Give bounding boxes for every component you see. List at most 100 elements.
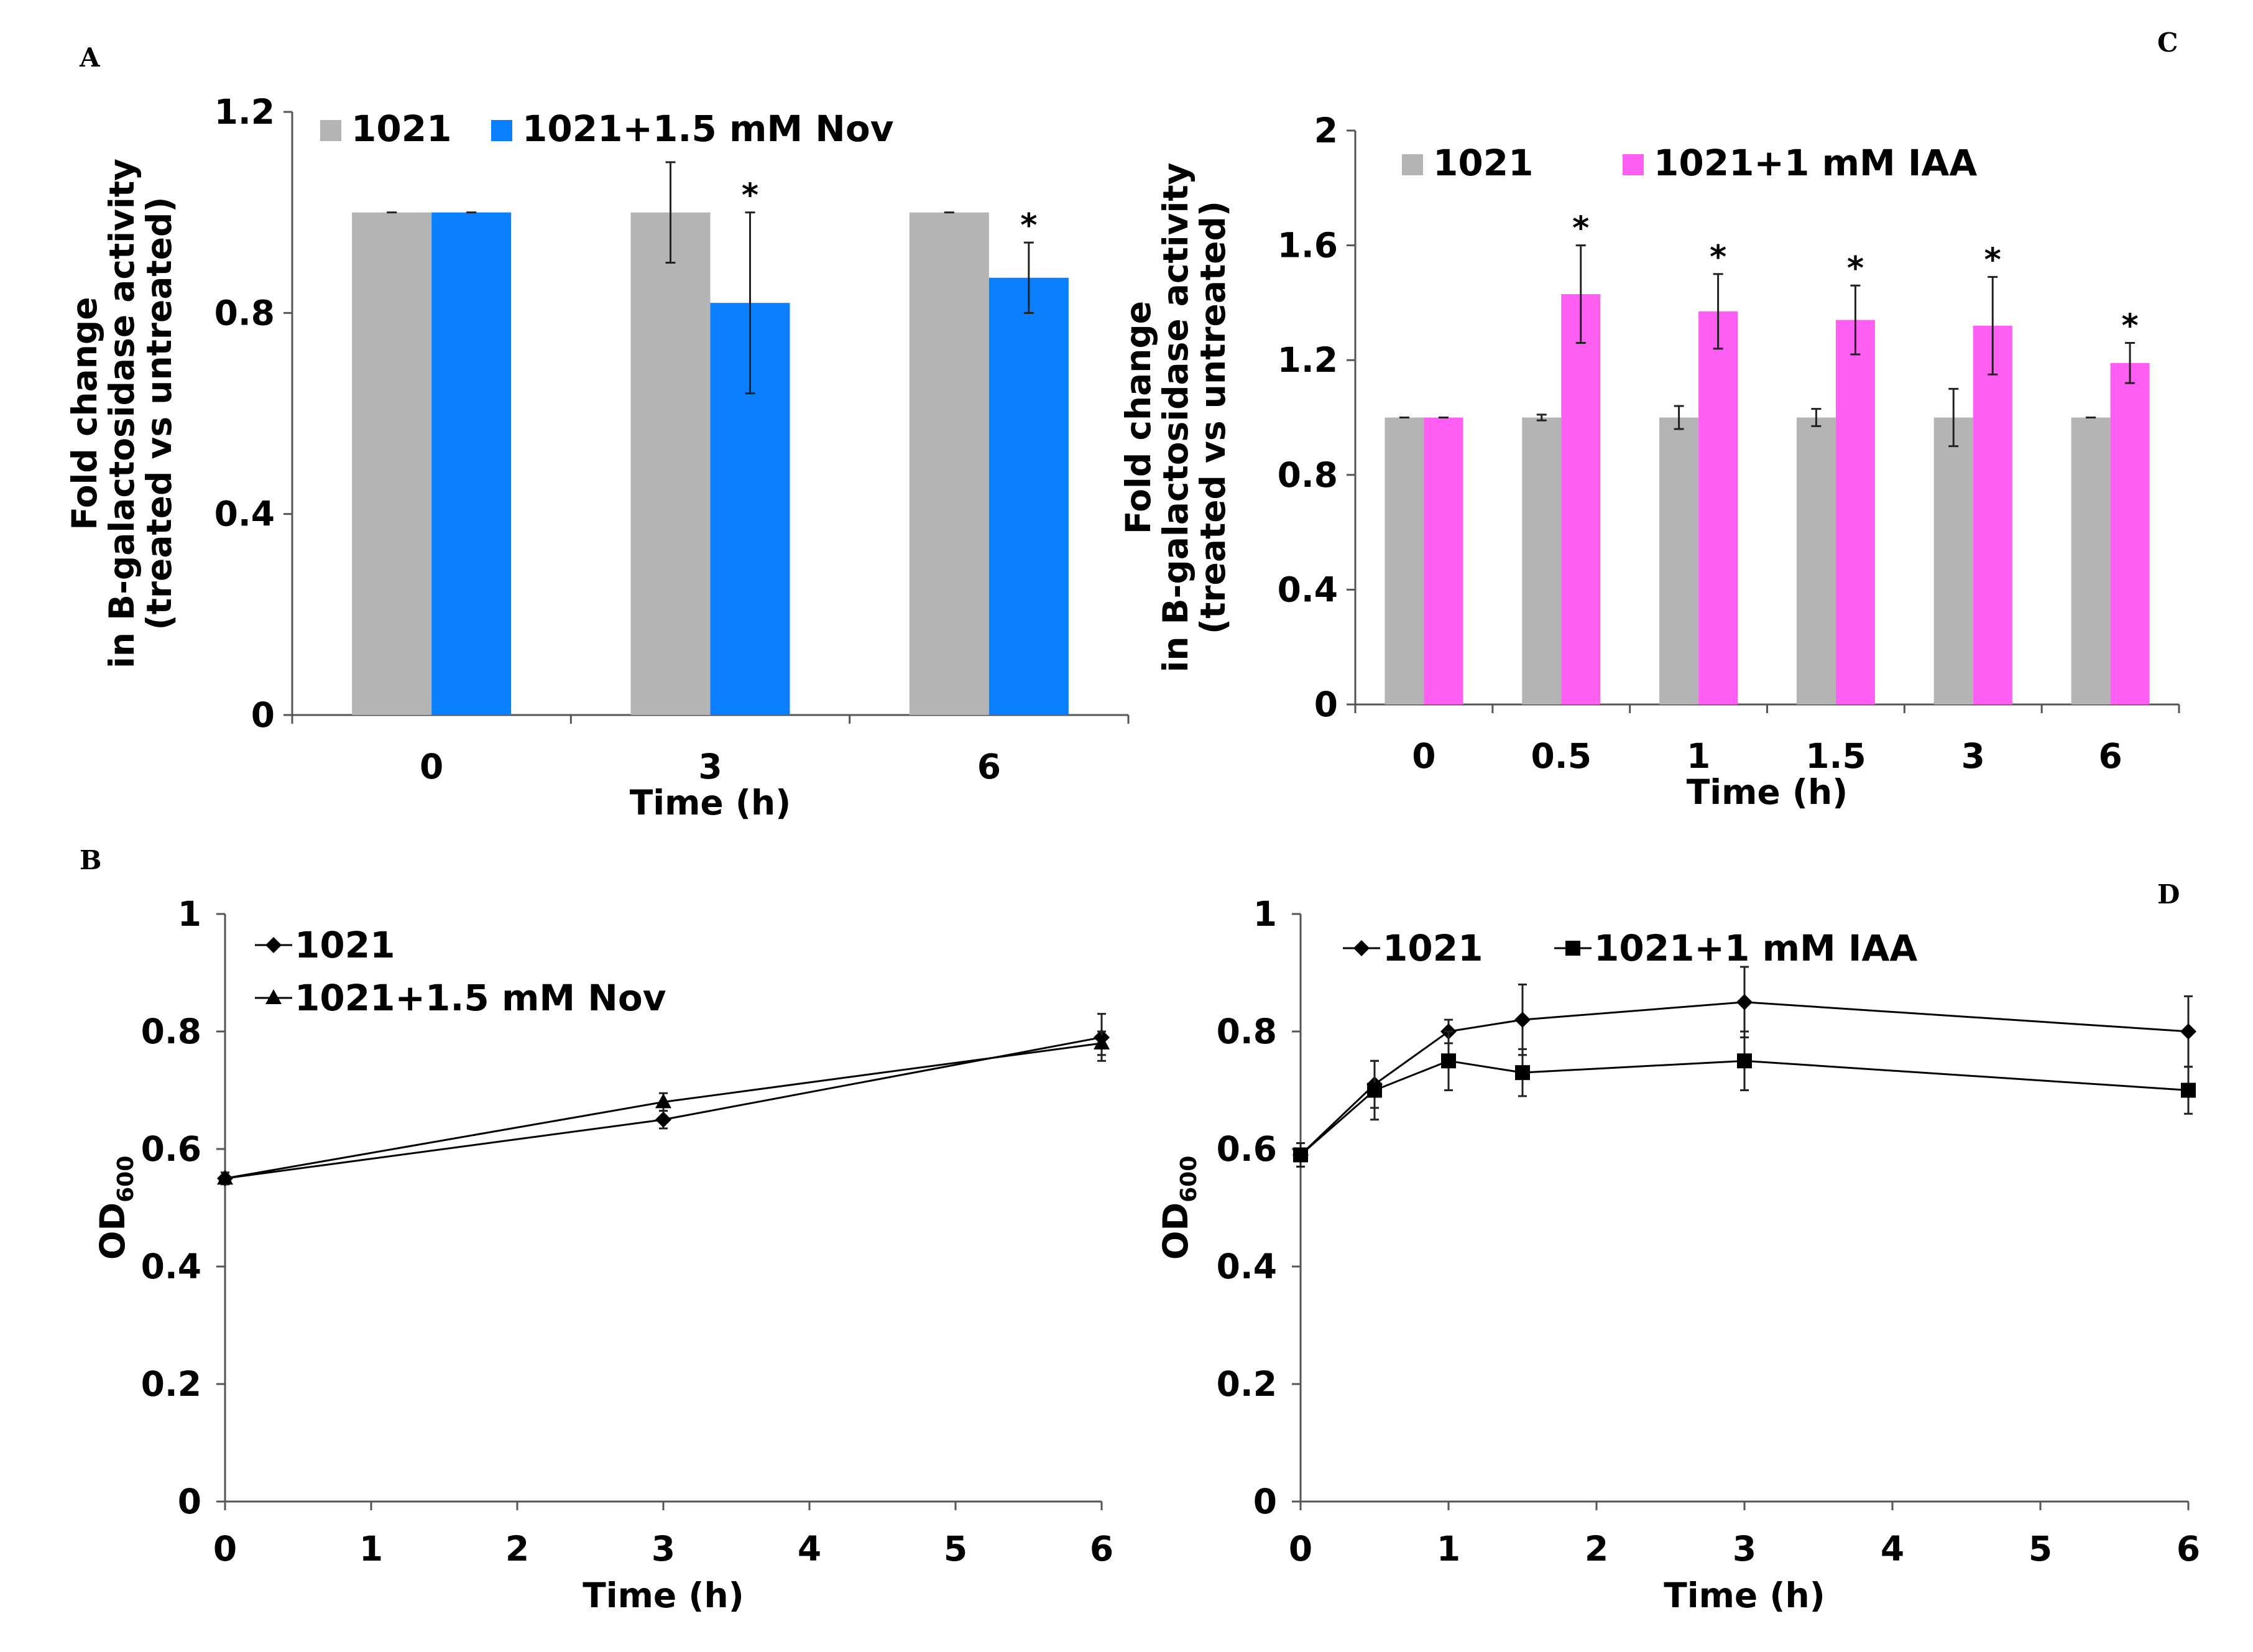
panel-d-data-point [1737,1053,1752,1069]
panel-c-ytick-label: 0.4 [1278,570,1338,609]
panel-a-ytick-label: 0.8 [214,293,275,333]
panel-c-bar [1385,417,1424,704]
panel-c-bar [1522,417,1562,704]
panel-b-xtick-label: 1 [359,1529,383,1569]
panel-c-xtick-label: 1.5 [1805,736,1866,776]
panel-c-ytick-label: 0 [1314,685,1338,724]
panel-d-legend-marker [1353,940,1370,956]
panel-c-significance-star: * [1710,239,1726,276]
panel-d-data-point [1441,1053,1456,1069]
panel-b-ylabel-main: OD [93,1202,132,1260]
panel-b-ytick-label: 0.6 [141,1129,201,1169]
panel-d-xtick-label: 6 [2177,1529,2200,1569]
panel-d-data-point [2181,1082,2196,1098]
panel-b-ytick-label: 0 [178,1482,201,1521]
panel-d: D 0 0.2 0.4 0.6 0.8 1 0 1 2 3 4 5 6 1021 1021+1 mM IAA… [1156,879,2200,1615]
panel-c-bar [1698,311,1738,704]
panel-c-xtick-label: 6 [2098,736,2122,776]
panel-c-significance-star: * [1572,210,1589,247]
panel-b-legend-marker [265,989,282,1004]
panel-c-legend-swatch [1623,154,1644,175]
panel-c-ytick-label: 2 [1314,111,1338,150]
panel-a: A 0 0.4 0.8 1.2 0 3 6 * * 1021 1021+1.5 mM Nov Fold… [65,42,1130,823]
panel-a-ytick-label: 0.4 [214,494,275,534]
panel-c-bar [1561,294,1601,704]
panel-a-bar [431,212,512,716]
panel-d-letter: D [2157,879,2180,910]
panel-d-data-point [1514,1012,1531,1028]
panel-c-xtick-label: 3 [1961,736,1985,776]
panel-c-bar [2110,362,2150,704]
panel-d-data-point [1293,1147,1308,1163]
panel-a-legend-swatch [320,120,341,141]
panel-d-data-point [1367,1082,1382,1098]
panel-c: C 0 0.4 0.8 1.2 1.6 2 0 0.5 1 1.5 3 6 * * * * * 1021 1021+… [1118,27,2180,812]
panel-b-legend-label: 1021 [295,924,395,966]
panel-b-data-point [217,1170,233,1185]
panel-a-ylabel-line: (treated vs untreated) [139,196,179,630]
panel-c-letter: C [2157,27,2178,58]
panel-d-ylabel-subscript: 600 [1176,1156,1202,1202]
panel-b-data-point [655,1111,671,1128]
panel-c-bar [1796,417,1836,704]
panel-c-xtick-label: 0.5 [1531,736,1592,776]
panel-d-xtick-label: 1 [1437,1529,1460,1569]
panel-a-ytick-label: 1.2 [214,92,275,132]
panel-a-letter: A [79,42,101,73]
panel-a-bar [352,212,432,716]
panel-b-xtick-label: 6 [1090,1529,1113,1569]
panel-a-plot: 0 0.4 0.8 1.2 0 3 6 * * 1021 1021+1.5 mM Nov Fold c… [65,92,1130,823]
panel-a-bar [909,212,989,716]
panel-c-bar [1424,417,1463,704]
panel-b-legend-marker [265,937,282,953]
panel-b-ytick-label: 1 [178,894,201,934]
panel-d-xtick-label: 3 [1733,1529,1756,1569]
panel-b-ytick-label: 0.4 [141,1247,201,1286]
panel-d-legend-marker [1565,941,1580,956]
panel-d-xtick-label: 2 [1585,1529,1608,1569]
panel-b-ytick-label: 0.2 [141,1364,201,1404]
panel-d-plot: 0 0.2 0.4 0.6 0.8 1 0 1 2 3 4 5 6 1021 1021+1 mM IAA OD… [1156,894,2200,1615]
panel-c-ylabel-line: (treated vs untreated) [1193,201,1233,634]
panel-c-ytick-label: 0.8 [1278,455,1338,495]
panel-c-xlabel: Time (h) [1687,772,1848,812]
panel-c-ytick-label: 1.6 [1278,226,1338,265]
panel-b-ylabel: OD600 [93,1156,139,1260]
panel-c-ylabel-line: in B-galactosidase activity [1156,162,1196,672]
panel-d-xtick-label: 4 [1881,1529,1904,1569]
panel-a-xtick-label: 0 [420,747,443,787]
panel-d-data-point [1515,1065,1530,1081]
panel-a-xtick-label: 3 [698,747,722,787]
panel-a-significance-star: * [742,177,758,215]
panel-c-bar [1659,417,1699,704]
panel-d-ylabel-main: OD [1156,1202,1196,1260]
panel-a-ylabel-line: in B-galactosidase activity [102,159,142,668]
panel-d-ytick-label: 0.6 [1217,1129,1277,1169]
panel-c-bar [1973,325,2012,704]
panel-b-xtick-label: 4 [798,1529,821,1569]
panel-a-bar [988,277,1069,715]
panel-a-xlabel: Time (h) [630,783,791,823]
panel-c-significance-star: * [2121,308,2138,345]
panel-a-xtick-label: 6 [977,747,1001,787]
panel-c-significance-star: * [1847,250,1864,287]
panel-d-xtick-label: 5 [2029,1529,2052,1569]
panel-c-legend-label: 1021+1 mM IAA [1654,142,1977,184]
panel-d-ytick-label: 0.2 [1217,1364,1277,1404]
panel-b-legend-label: 1021+1.5 mM Nov [295,977,666,1019]
panel-a-legend-swatch [491,120,512,141]
panel-c-bar [2071,417,2111,704]
panel-d-legend-label: 1021 [1383,927,1483,969]
panel-a-legend-label: 1021 [351,108,451,150]
panel-b-letter: B [80,845,102,875]
panel-d-series-line [1300,1059,2189,1156]
panel-b-data-point [655,1093,671,1109]
panel-d-legend-label: 1021+1 mM IAA [1594,927,1917,969]
panel-d-ytick-label: 1 [1253,894,1277,934]
panel-c-bar [1835,320,1875,704]
panel-c-significance-star: * [1984,241,2001,279]
panel-d-data-point [2180,1023,2196,1040]
panel-c-xtick-label: 1 [1687,736,1710,776]
panel-d-ytick-label: 0.4 [1217,1247,1277,1286]
panel-c-xtick-label: 0 [1412,736,1435,776]
